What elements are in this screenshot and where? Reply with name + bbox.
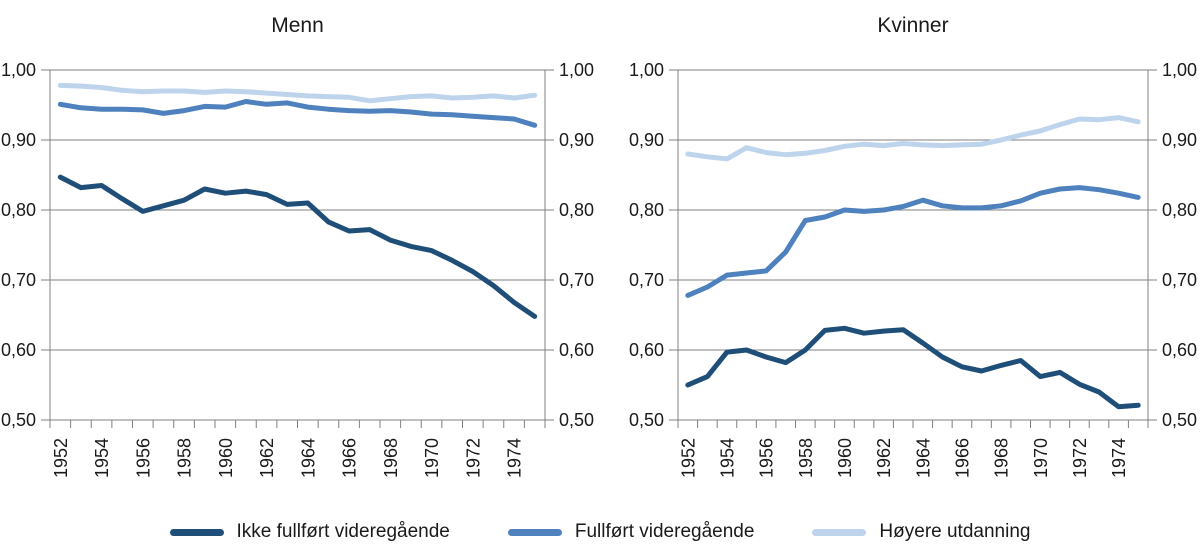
- gridlines: [41, 69, 554, 428]
- x-tick-label: 1966: [340, 438, 360, 478]
- y-tick-label: 0,80: [1162, 200, 1197, 220]
- y-tick-label: 0,70: [1, 270, 36, 290]
- y-axis-labels: 1,00 1,00 0,90 0,90 0,80 0,80 0,70 0,70 0,60 0,60…: [629, 60, 1197, 430]
- x-tick-label: 1970: [422, 438, 442, 478]
- y-tick-label: 0,60: [1162, 340, 1197, 360]
- series-line-dark_blue: [57, 174, 538, 319]
- y-tick-label: 0,90: [1, 130, 36, 150]
- y-tick-label: 1,00: [559, 60, 594, 80]
- chart-title-menn: Menn: [271, 14, 324, 37]
- x-tick-label: 1956: [757, 438, 777, 478]
- legend-line-swatch-dark: [169, 528, 224, 536]
- y-tick-label: 1,00: [629, 60, 664, 80]
- x-tick-label: 1964: [298, 438, 318, 478]
- y-tick-label: 0,50: [1162, 410, 1197, 430]
- y-tick-label: 0,70: [1162, 270, 1197, 290]
- x-tick-label: 1954: [92, 438, 112, 478]
- y-tick-label: 0,70: [559, 270, 594, 290]
- x-axis-labels: 1952 1954 1956 1958 1960 1962 1964 1966 1968 1970…: [51, 438, 525, 478]
- y-tick-label: 0,50: [1, 410, 36, 430]
- x-tick-label: 1968: [992, 438, 1012, 478]
- series-line-light_blue: [685, 115, 1141, 162]
- x-tick-label: 1962: [874, 438, 894, 478]
- legend-item-fullfort: Fullført videregående: [507, 521, 755, 543]
- y-tick-label: 0,90: [1162, 130, 1197, 150]
- x-tick-label: 1960: [216, 438, 236, 478]
- y-tick-label: 0,80: [559, 200, 594, 220]
- x-tick-label: 1964: [913, 438, 933, 478]
- x-tick-label: 1972: [1070, 438, 1090, 478]
- x-axis-labels: 1952 1954 1956 1958 1960 1962 1964 1966 1968 1970…: [678, 438, 1129, 478]
- y-tick-label: 1,00: [1, 60, 36, 80]
- x-tick-label: 1966: [952, 438, 972, 478]
- y-tick-label: 1,00: [1162, 60, 1197, 80]
- legend-line-swatch-light: [812, 528, 867, 536]
- menn-chart: 1,00 1,00 0,90 0,90 0,80 0,80 0,70 0,70 0,60 0,60…: [1, 60, 594, 478]
- series-line-light_blue: [57, 82, 538, 104]
- chart-legend: Ikke fullført videregående Fullført vide…: [0, 512, 1200, 552]
- series-line-dark_blue: [685, 325, 1141, 410]
- series-line-medium_blue: [57, 99, 538, 128]
- chart-title-kvinner: Kvinner: [877, 14, 949, 37]
- x-tick-label: 1956: [133, 438, 153, 478]
- x-tick-label: 1952: [51, 438, 71, 478]
- kvinner-chart: 1,00 1,00 0,90 0,90 0,80 0,80 0,70 0,70 0,60 0,60…: [629, 60, 1197, 478]
- x-tick-label: 1974: [505, 438, 525, 478]
- legend-line-swatch-medium: [507, 528, 562, 536]
- y-tick-label: 0,70: [629, 270, 664, 290]
- y-tick-label: 0,90: [629, 130, 664, 150]
- y-tick-label: 0,80: [1, 200, 36, 220]
- y-tick-label: 0,60: [559, 340, 594, 360]
- x-tick-label: 1954: [717, 438, 737, 478]
- x-tick-label: 1974: [1109, 438, 1129, 478]
- x-tick-label: 1960: [835, 438, 855, 478]
- series-line-medium_blue: [685, 185, 1141, 298]
- x-tick-label: 1958: [796, 438, 816, 478]
- x-tick-label: 1952: [678, 438, 698, 478]
- y-tick-label: 0,50: [629, 410, 664, 430]
- y-tick-label: 0,60: [629, 340, 664, 360]
- x-tick-label: 1958: [175, 438, 195, 478]
- y-axis-labels: 1,00 1,00 0,90 0,90 0,80 0,80 0,70 0,70 0,60 0,60…: [1, 60, 594, 430]
- legend-item-hoyere: Høyere utdanning: [812, 521, 1030, 543]
- y-tick-label: 0,80: [629, 200, 664, 220]
- x-tick-label: 1970: [1031, 438, 1051, 478]
- legend-item-ikke-fullfort: Ikke fullført videregående: [169, 521, 450, 543]
- y-tick-label: 0,60: [1, 340, 36, 360]
- y-tick-label: 0,90: [559, 130, 594, 150]
- x-tick-label: 1968: [381, 438, 401, 478]
- y-tick-label: 0,50: [559, 410, 594, 430]
- legend-label: Høyere utdanning: [879, 521, 1031, 542]
- gridlines: [669, 69, 1157, 428]
- x-tick-label: 1972: [463, 438, 483, 478]
- x-tick-label: 1962: [257, 438, 277, 478]
- legend-label: Fullført videregående: [574, 521, 755, 542]
- legend-label: Ikke fullført videregående: [236, 521, 450, 542]
